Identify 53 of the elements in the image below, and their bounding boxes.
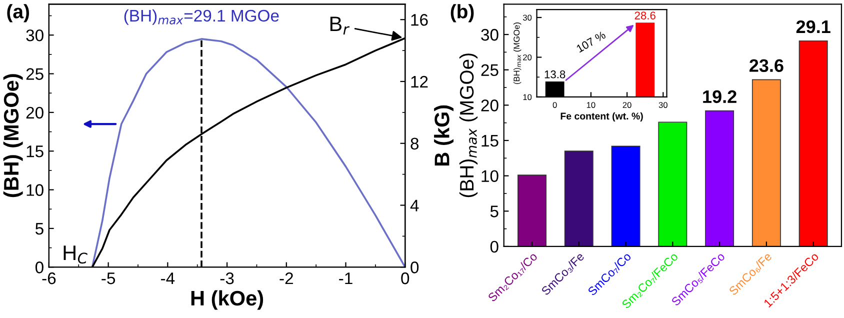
data-label: 28.6 — [634, 12, 656, 20]
data-label: 23.6 — [750, 59, 784, 72]
x-tick-label: -4 — [161, 272, 175, 284]
x-axis-title: Fe content (wt. %) — [560, 112, 643, 122]
y-tick-label: 5 — [35, 223, 44, 235]
text: (a) — [7, 4, 30, 22]
x-tick-label: 20 — [622, 102, 632, 108]
annotation: (BH)$_{max}$=29.1 MGOe — [124, 9, 279, 25]
y-tick-label: 15 — [482, 135, 498, 147]
y-axis-title: (BH)$_{max}$ (MGOe) — [459, 54, 478, 198]
y-axis-title: (BH) (MGOe) — [3, 74, 23, 198]
y-tick-label: 20 — [523, 54, 532, 60]
x-tick-label: -6 — [42, 272, 56, 284]
annotation: B$_{r}$ — [330, 16, 350, 34]
y2-tick-label: 16 — [411, 14, 428, 26]
y2-tick-label: 8 — [410, 138, 419, 150]
y-tick-label: 5 — [490, 206, 498, 218]
y2-tick-label: 12 — [411, 76, 428, 88]
x-tick-label: -3 — [220, 272, 234, 284]
y-tick-label: 0 — [490, 240, 498, 253]
y-tick-label: 10 — [482, 170, 498, 182]
x-tick-label: 0 — [552, 102, 557, 108]
bar — [658, 122, 688, 246]
y-tick-label: 10 — [26, 184, 44, 196]
y-tick-label: 25 — [26, 68, 44, 80]
bar — [564, 150, 594, 246]
x-axis-title: H (kOe) — [191, 290, 264, 310]
y-tick-label: 30 — [481, 28, 498, 41]
y-tick-label: 30 — [522, 14, 532, 21]
annotation: H$_{C}$ — [64, 246, 88, 264]
x-tick-label: -2 — [280, 272, 293, 284]
y-tick-label: 10 — [523, 94, 532, 100]
x-tick-label: 0 — [401, 272, 410, 284]
y-tick-label: 25 — [481, 64, 498, 76]
x-tick-label: 30 — [658, 102, 668, 108]
annotation: 107 % — [576, 30, 606, 53]
data-label: 19.2 — [703, 90, 736, 104]
data-label: 29.1 — [796, 20, 830, 34]
y-tick-label: 30 — [26, 29, 44, 42]
bar — [798, 40, 828, 246]
y2-axis-title: B (kG) — [434, 105, 454, 166]
y2-tick-label: 4 — [410, 200, 419, 212]
x-tick-label: -5 — [102, 272, 116, 284]
text: (b) — [450, 4, 474, 22]
bar — [752, 79, 781, 246]
y-tick-label: 15 — [26, 146, 44, 158]
bar — [705, 110, 734, 246]
x-tick-label: -1 — [339, 272, 352, 284]
y-axis-title: (BH)$_{max}$ (MGOe) — [513, 22, 522, 84]
bar — [611, 146, 640, 246]
x-tick-label: 10 — [586, 102, 596, 108]
data-label: 13.8 — [544, 70, 566, 78]
bar — [518, 174, 546, 246]
